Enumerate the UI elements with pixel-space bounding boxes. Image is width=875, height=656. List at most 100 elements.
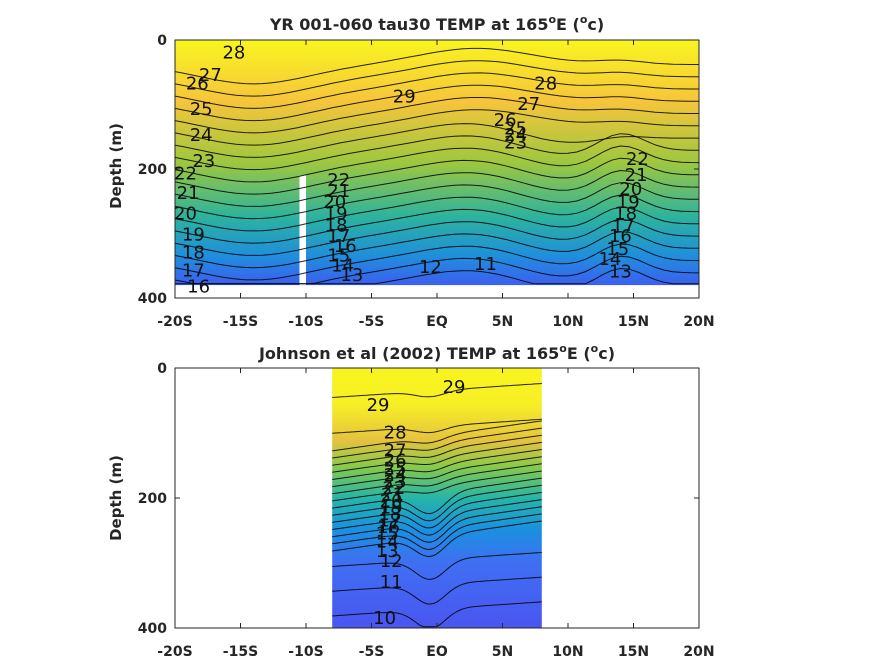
contour-line <box>174 218 700 256</box>
contour-line <box>332 456 542 488</box>
contour-line <box>174 60 699 97</box>
contour-line <box>174 145 700 183</box>
contour-label: 23 <box>504 133 527 154</box>
contour-label: 16 <box>377 517 400 538</box>
contour-label: 16 <box>334 236 357 257</box>
y-tick-label: 400 <box>138 291 167 307</box>
contour-line <box>174 123 699 158</box>
contour-label: 13 <box>609 262 632 283</box>
y-axis-label: Depth (m) <box>107 123 125 209</box>
contour-label: 25 <box>504 119 527 140</box>
contour-label: 20 <box>174 204 197 225</box>
contour-label: 22 <box>626 149 649 170</box>
x-tick-label: -20S <box>157 644 192 656</box>
contour-label: 28 <box>534 73 557 94</box>
chart-title: YR 001-060 tau30 TEMP at 165oE (oc) <box>269 13 604 34</box>
y-axis-label: Depth (m) <box>107 455 125 541</box>
contour-label: 19 <box>380 497 403 518</box>
contour-label: 26 <box>186 73 209 94</box>
masked-column <box>299 175 306 286</box>
temperature-section-model: YR 001-060 tau30 TEMP at 165oE (oc) Dept… <box>107 13 715 330</box>
y-tick-label: 0 <box>157 361 167 377</box>
x-tick-label: -15S <box>223 644 258 656</box>
contour-label: 20 <box>619 179 642 200</box>
contour-label: 26 <box>494 110 517 131</box>
contour-label: 21 <box>381 484 404 505</box>
contour-label: 17 <box>327 226 350 247</box>
contour-line <box>332 434 542 466</box>
contour-label: 29 <box>367 395 390 416</box>
x-tick-label: 20N <box>683 314 714 330</box>
y-tick-label: 400 <box>138 621 167 637</box>
contour-label: 15 <box>606 239 629 260</box>
contour-line <box>174 169 700 207</box>
contour-line <box>332 420 542 452</box>
contour-label: 28 <box>222 42 245 63</box>
contour-line <box>332 576 542 605</box>
x-tick-label: 5N <box>492 644 513 656</box>
contour-line <box>332 441 542 473</box>
contour-line <box>174 97 699 134</box>
contour-line <box>332 463 542 495</box>
contour-label: 25 <box>384 458 407 479</box>
x-tick-label: 5N <box>492 314 513 330</box>
x-tick-label: 10N <box>552 314 583 330</box>
contour-line <box>174 243 700 281</box>
contour-line <box>174 157 700 195</box>
contour-label: 18 <box>378 504 401 525</box>
x-tick-label: -10S <box>288 314 323 330</box>
contour-line <box>174 109 700 146</box>
contour-label: 12 <box>419 257 442 278</box>
contour-label: 27 <box>199 65 222 86</box>
contour-label: 17 <box>378 510 401 531</box>
temperature-field <box>332 368 542 628</box>
contour-line <box>332 491 542 529</box>
contour-label: 21 <box>177 183 200 204</box>
contour-label: 18 <box>182 242 205 263</box>
contour-label: 23 <box>192 151 215 172</box>
contour-label: 24 <box>384 465 407 486</box>
contour-label: 14 <box>331 255 354 276</box>
contour-label: 24 <box>190 125 213 146</box>
contour-line <box>332 520 542 558</box>
contour-label: 27 <box>384 441 407 462</box>
contour-label: 21 <box>625 165 648 186</box>
contour-line <box>332 449 542 480</box>
x-tick-label: 15N <box>618 314 649 330</box>
contour-label: 14 <box>598 249 621 270</box>
x-tick-label: -10S <box>288 644 323 656</box>
contour-label: 19 <box>325 204 348 225</box>
contour-line <box>174 84 700 122</box>
contour-label: 29 <box>393 86 416 107</box>
contour-label: 12 <box>380 551 403 572</box>
contour-plot-area: 29 29 282726252423222120191817161514131211… <box>138 361 715 656</box>
chart-title: Johnson et al (2002) TEMP at 165oE (oc) <box>258 342 615 363</box>
contour-label: 19 <box>182 224 205 245</box>
contour-label: 27 <box>517 94 540 115</box>
contour-label: 23 <box>384 471 407 492</box>
y-tick-label: 200 <box>138 491 167 507</box>
contour-line <box>332 477 542 515</box>
contour-line <box>332 513 542 550</box>
contour-line <box>332 470 542 502</box>
contour-label: 25 <box>190 99 213 120</box>
x-tick-label: -20S <box>157 314 192 330</box>
x-tick-label: 15N <box>618 644 649 656</box>
contour-label: 18 <box>614 204 637 225</box>
contour-label: 15 <box>376 523 399 544</box>
contour-label: 15 <box>327 246 350 267</box>
contour-line <box>174 47 699 85</box>
contour-line <box>174 255 700 285</box>
x-tick-label: 20N <box>683 644 714 656</box>
contour-label: 13 <box>340 265 363 286</box>
contour-label: 19 <box>617 192 640 213</box>
y-tick-label: 0 <box>157 33 167 49</box>
contour-label: 22 <box>382 478 405 499</box>
contour-line <box>174 194 700 232</box>
temperature-section-observed: Johnson et al (2002) TEMP at 165oE (oc) … <box>107 342 715 656</box>
contour-line <box>174 72 699 109</box>
contour-line <box>174 182 700 220</box>
contour-label: 21 <box>327 181 350 202</box>
contour-label: 16 <box>609 226 632 247</box>
